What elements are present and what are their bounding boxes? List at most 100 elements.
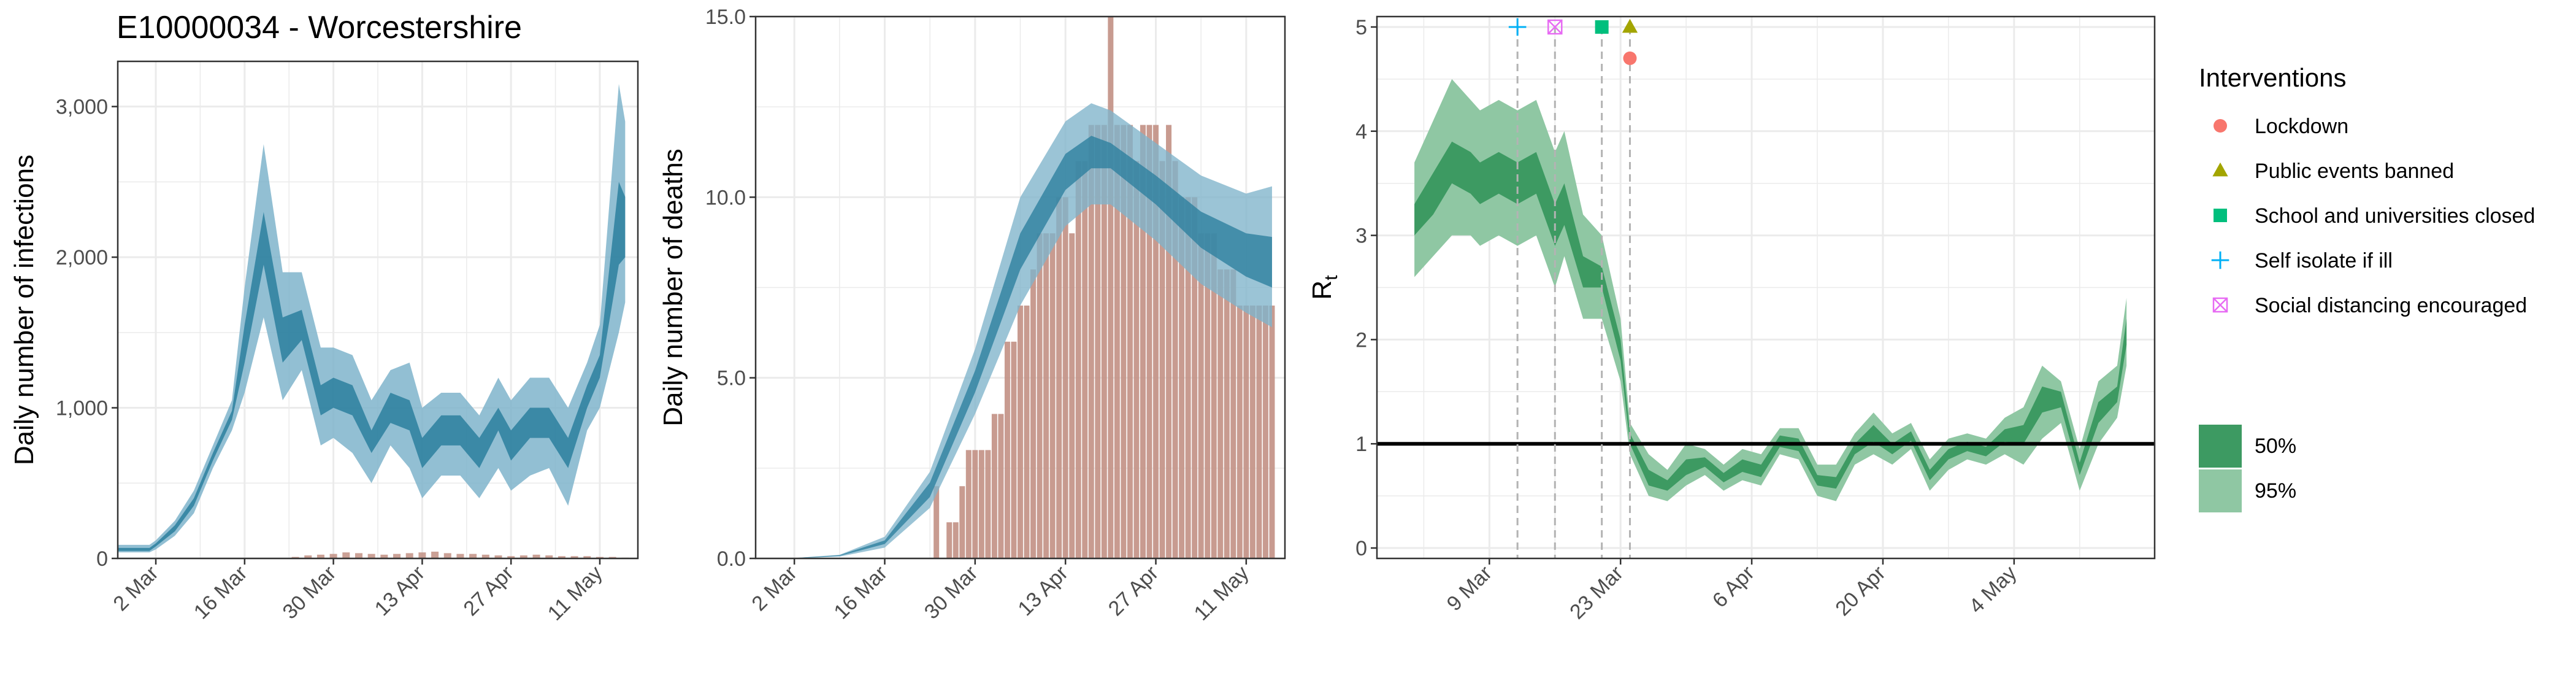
y-tick-label: 0: [96, 547, 108, 571]
rt-panel: 9 Mar 23 Mar 6 Apr 20 Apr 4 May 0 1 2 3 4 5 Rt: [1307, 15, 2156, 624]
data-bar: [1004, 341, 1010, 558]
x-tick-label: 27 Apr: [1104, 561, 1163, 620]
data-bar: [1217, 269, 1224, 558]
data-bar: [1185, 197, 1191, 558]
data-bar: [1075, 161, 1081, 558]
data-bar: [1172, 161, 1178, 558]
data-bar: [1049, 233, 1056, 558]
data-bar: [367, 554, 375, 558]
data-bar: [1127, 125, 1133, 559]
x-tick-label: 16 Mar: [829, 561, 892, 624]
x-tick-label: 11 May: [1190, 561, 1254, 625]
data-bar: [985, 450, 991, 558]
data-bar: [316, 554, 324, 558]
data-bar: [1269, 305, 1275, 558]
y-axis-title: Rt: [1307, 275, 1341, 300]
data-bar: [1262, 305, 1268, 558]
legend-marker: [2211, 251, 2229, 269]
data-bar: [1082, 161, 1088, 558]
band-95pct: [756, 103, 1272, 558]
data-bar: [1056, 197, 1062, 558]
data-bar: [532, 554, 540, 558]
x-tick-label: 9 Mar: [1443, 561, 1497, 615]
intervention-marker: [1623, 51, 1637, 65]
figure-title: E10000034 - Worcestershire: [117, 10, 522, 45]
data-bar: [1249, 305, 1255, 558]
data-bar: [507, 556, 515, 558]
x-tick-label: 2 Mar: [747, 561, 801, 615]
y-tick-label: 1: [1355, 433, 1367, 456]
y-tick-label: 5: [1355, 16, 1367, 39]
data-bar: [1192, 197, 1198, 558]
legend-label: 50%: [2255, 434, 2296, 458]
panel-border: [1376, 15, 2156, 560]
x-tick-label: 23 Mar: [1565, 561, 1628, 624]
data-bar: [978, 450, 984, 558]
data-bar: [558, 556, 565, 558]
y-tick-label: 0: [1355, 537, 1367, 560]
data-bar: [1211, 233, 1217, 558]
x-tick-label: 11 May: [543, 561, 607, 625]
y-tick-label: 4: [1355, 120, 1367, 144]
band-50pct: [1414, 141, 2127, 491]
data-bar: [1018, 305, 1023, 558]
x-tick-label: 27 Apr: [459, 561, 518, 620]
data-bar: [355, 553, 362, 558]
data-bar: [583, 556, 591, 558]
band-95pct: [1414, 79, 2127, 501]
data-bar: [1114, 125, 1120, 559]
intervention-marker: [1508, 18, 1527, 36]
x-tick-label: 2 Mar: [109, 561, 163, 615]
data-bar: [1236, 305, 1243, 558]
data-bar: [998, 414, 1004, 558]
data-bar: [1095, 125, 1101, 559]
legend-label: Lockdown: [2255, 115, 2348, 138]
x-tick-label: 4 May: [1965, 561, 2021, 618]
data-bar: [456, 554, 464, 558]
legend-title: Interventions: [2199, 63, 2346, 92]
data-bar: [545, 555, 553, 558]
panel-border: [117, 60, 639, 560]
infections-panel: 2 Mar 16 Mar 30 Mar 13 Apr 27 Apr 11 May 0 1,00…: [9, 60, 639, 625]
data-bar: [469, 554, 477, 558]
data-bar: [1205, 233, 1211, 558]
legend-marker: [2214, 209, 2227, 222]
legend: Interventions Lockdown Public events banne…: [2199, 63, 2535, 512]
data-bar: [1037, 233, 1043, 558]
data-bar: [329, 554, 337, 558]
legend-swatch: [2199, 469, 2242, 512]
data-bar: [342, 552, 350, 558]
data-bar: [1179, 197, 1185, 558]
y-tick-label: 2,000: [56, 246, 108, 269]
data-bar: [991, 414, 997, 558]
data-bar: [1101, 125, 1107, 559]
data-bar: [380, 554, 388, 558]
data-bar: [1024, 305, 1030, 558]
data-bar: [972, 450, 978, 558]
data-bar: [1256, 305, 1262, 558]
data-bar: [1146, 125, 1152, 559]
data-bar: [570, 556, 578, 558]
data-bar: [1043, 233, 1049, 558]
data-bar: [519, 555, 527, 558]
data-bar: [481, 554, 489, 558]
intervention-marker: [1622, 18, 1638, 33]
data-bar: [1224, 269, 1230, 558]
data-bar: [1108, 17, 1114, 558]
data-bar: [1062, 197, 1068, 558]
y-tick-label: 10.0: [705, 186, 746, 209]
data-bar: [1030, 269, 1037, 558]
data-bar: [1121, 125, 1127, 559]
data-bar: [1088, 125, 1094, 559]
y-tick-label: 5.0: [717, 367, 746, 390]
x-tick-label: 30 Mar: [920, 561, 983, 624]
legend-label: School and universities closed: [2255, 204, 2535, 228]
data-bar: [443, 553, 451, 558]
y-tick-label: 3,000: [56, 96, 108, 119]
data-bar: [965, 450, 972, 558]
x-tick-label: 16 Mar: [190, 561, 252, 624]
legend-label: 95%: [2255, 479, 2296, 503]
intervention-marker: [1595, 20, 1609, 34]
legend-label: Public events banned: [2255, 160, 2454, 183]
x-tick-label: 13 Apr: [1013, 561, 1072, 620]
